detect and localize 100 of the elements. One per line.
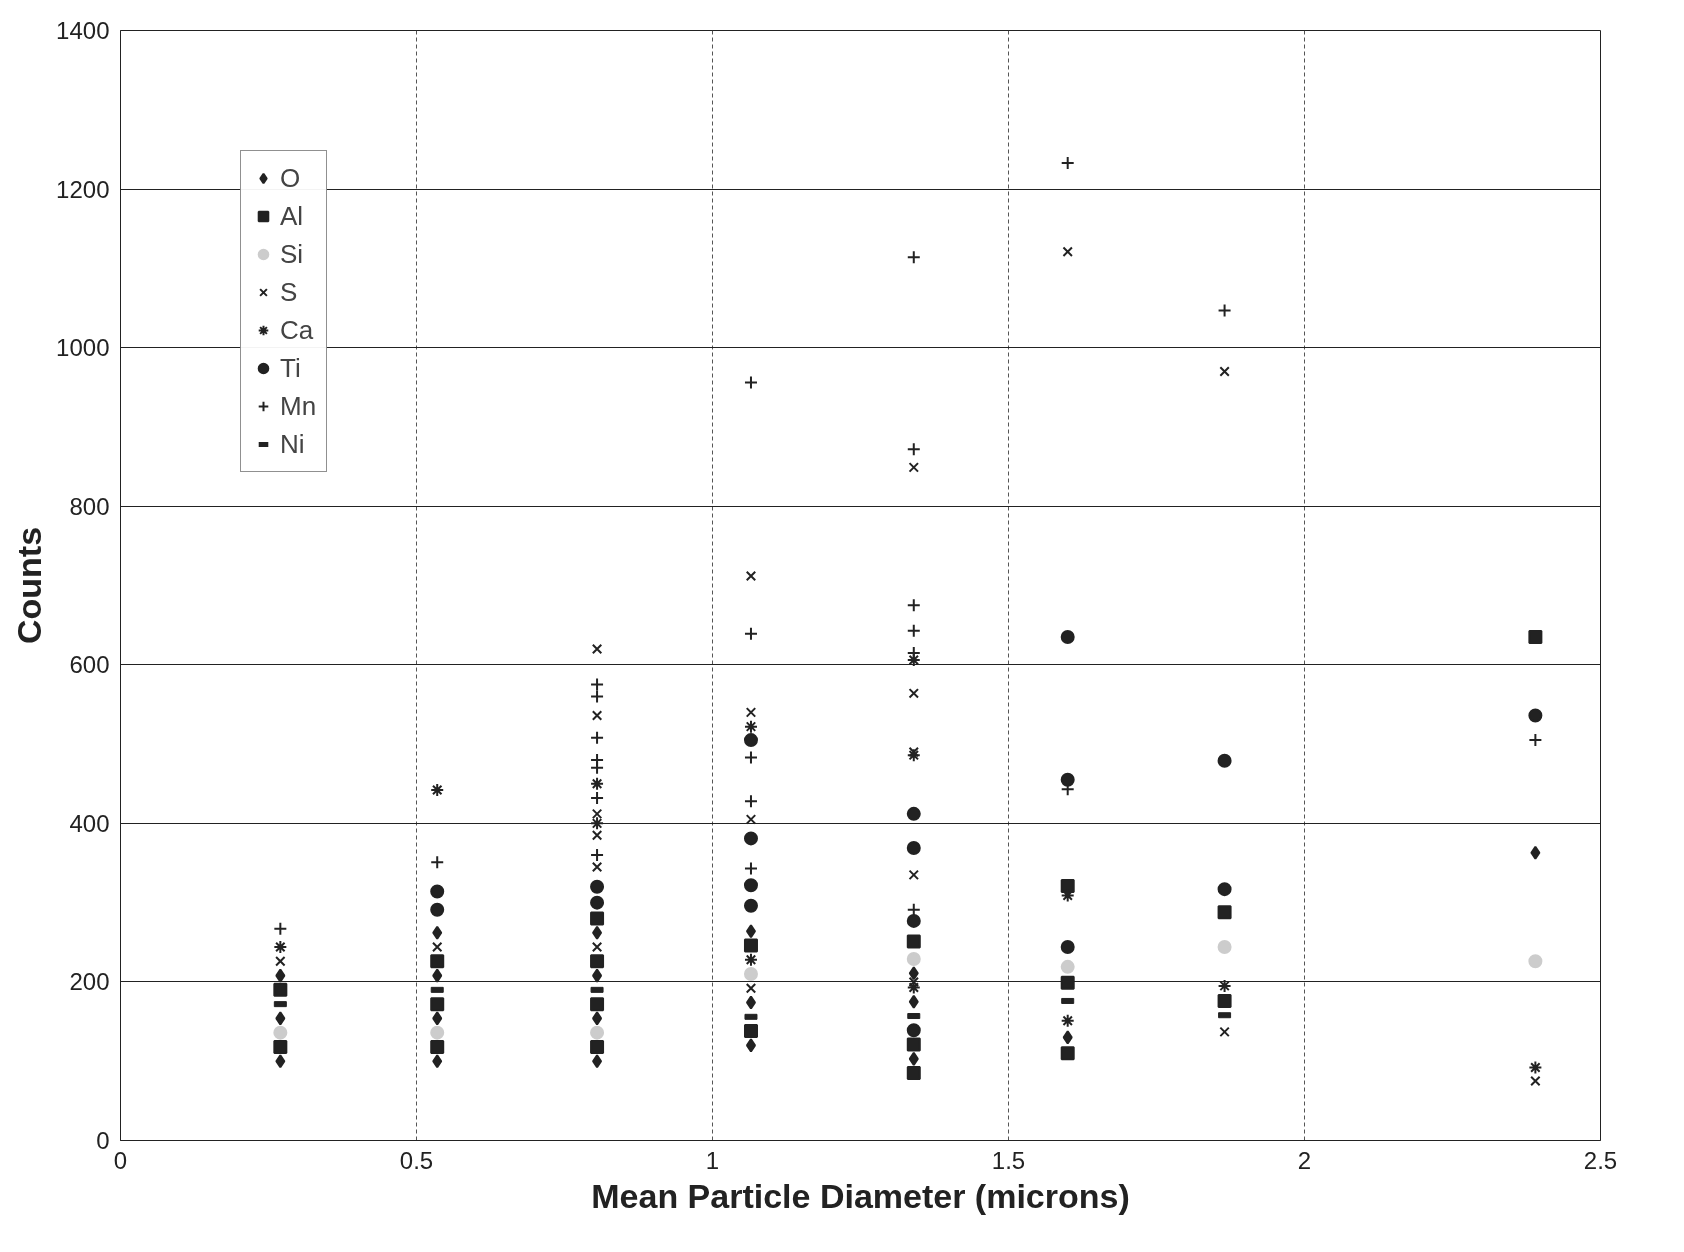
point [1217,940,1232,955]
x-tick-label: 1.5 [991,1146,1026,1174]
x-tick-label: 0 [113,1146,128,1174]
point [908,976,920,988]
point [1062,246,1073,257]
point [591,941,603,953]
point [591,808,603,820]
point [906,653,921,668]
point [743,733,758,748]
point [1219,366,1230,377]
point [432,968,443,983]
point [908,966,919,981]
point [590,954,605,969]
point [1217,303,1232,318]
point [906,748,921,763]
point [1217,978,1232,993]
point [908,462,920,473]
point [1060,1046,1075,1061]
point [906,934,921,949]
point [745,995,756,1010]
point [590,895,605,910]
point [431,941,443,953]
point [1530,1075,1541,1087]
point [592,925,603,940]
point [275,1054,286,1069]
point [908,869,920,881]
point [430,884,445,899]
point [590,689,605,704]
point [1062,1030,1073,1045]
point [590,816,605,831]
point [906,1037,921,1052]
legend-label: Si [280,238,304,270]
point [591,710,603,721]
point [745,1038,756,1053]
point [1528,1060,1543,1075]
legend-label: O [280,162,301,194]
point [430,1039,445,1054]
point [590,730,605,745]
point [590,879,605,894]
point [906,598,921,613]
y-tick-label: 1000 [56,334,110,362]
point [430,783,445,798]
point [743,898,758,913]
y-tick-label: 200 [69,968,110,996]
point [1528,630,1543,645]
point [906,1023,921,1038]
point [745,707,757,718]
point [591,861,603,873]
point [275,968,286,983]
point [743,719,758,734]
legend-label: Ca [280,314,314,346]
point [743,952,758,967]
x-tick-label: 2 [1297,1146,1312,1174]
point [745,924,756,939]
point [591,830,603,841]
point [908,1051,919,1066]
point [1217,753,1232,768]
point [432,1011,443,1026]
point [908,994,919,1009]
point [743,878,758,893]
point [590,1025,605,1040]
point [745,570,757,582]
point [906,980,921,995]
legend-label: Ni [280,428,305,460]
point [1530,845,1541,860]
point [590,677,605,692]
point [430,902,445,917]
point [592,1054,603,1069]
point [591,643,603,655]
point [1217,882,1232,897]
point [273,940,288,955]
point [275,1011,286,1026]
point [430,997,445,1012]
legend-label: Al [280,200,304,232]
point [275,956,286,967]
point [743,967,758,981]
point [745,814,757,825]
point [906,623,921,638]
point [1060,630,1075,645]
point [273,982,288,997]
point [592,1011,603,1026]
point [1060,940,1075,955]
point [908,688,920,699]
y-tick-label: 1400 [56,17,110,44]
point [743,1024,758,1039]
point [1060,959,1075,974]
point [273,921,288,936]
point [273,1039,288,1054]
x-tick-label: 0.5 [399,1146,434,1174]
point [1217,905,1232,920]
point [1528,954,1543,969]
point [1060,1013,1075,1028]
point [743,831,758,846]
point [430,1025,445,1040]
point [906,913,921,928]
point [906,1066,921,1081]
point [1219,1026,1230,1038]
point [745,983,757,994]
point [273,1025,288,1040]
point [1217,993,1232,1008]
